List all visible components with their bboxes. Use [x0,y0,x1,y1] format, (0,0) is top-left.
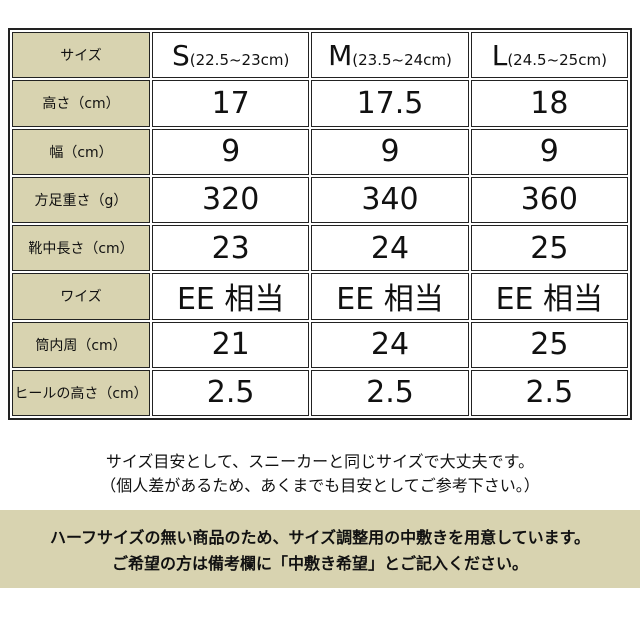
cell: 2.5 [311,369,469,416]
banner-line: ご希望の方は備考欄に「中敷き希望」とご記入ください。 [111,554,528,573]
row-label: ワイズ [12,273,150,320]
cell: EE 相当 [311,273,469,320]
size-table: サイズ S(22.5~23cm) M(23.5~24cm) L(24.5~25cm) 高… [8,28,632,420]
header-label: サイズ [12,32,150,79]
row-label: 幅（cm） [12,128,150,175]
row: ワイズ EE 相当 EE 相当 EE 相当 [12,273,628,320]
banner: ハーフサイズの無い商品のため、サイズ調整用の中敷きを用意しています。 ご希望の方… [0,510,640,588]
row-label: 靴中長さ（cm） [12,225,150,272]
note: （個人差があるため、あくまでも目安としてご参考下さい。） [100,476,540,495]
row: 幅（cm） 9 9 9 [12,128,628,175]
size-range: (23.5~24cm) [352,50,452,69]
size-letter: S [171,38,190,72]
cell: 9 [311,128,469,175]
cell: 360 [470,176,628,223]
cell: 340 [311,176,469,223]
row: ヒールの高さ（cm） 2.5 2.5 2.5 [12,369,628,416]
cell: 2.5 [470,369,628,416]
row-label: 高さ（cm） [12,80,150,127]
size-header: S(22.5~23cm) [152,32,310,79]
cell: 18 [470,80,628,127]
cell: 25 [470,225,628,272]
row: 筒内周（cm） 21 24 25 [12,321,628,368]
size-header: M(23.5~24cm) [311,32,469,79]
cell: EE 相当 [152,273,310,320]
cell: 25 [470,321,628,368]
cell: EE 相当 [470,273,628,320]
cell: 320 [152,176,310,223]
row: 靴中長さ（cm） 23 24 25 [12,225,628,272]
row-label: 筒内周（cm） [12,321,150,368]
cell: 24 [311,321,469,368]
size-letter: L [491,38,508,72]
banner-line: ハーフサイズの無い商品のため、サイズ調整用の中敷きを用意しています。 [49,528,590,547]
row-label: 方足重さ（g） [12,176,150,223]
cell: 24 [311,225,469,272]
header-row: サイズ S(22.5~23cm) M(23.5~24cm) L(24.5~25cm) [12,32,628,79]
size-header: L(24.5~25cm) [470,32,628,79]
note: サイズ目安として、スニーカーと同じサイズで大丈夫です。 [105,452,535,471]
cell: 9 [152,128,310,175]
size-range: (22.5~23cm) [189,50,290,69]
row: 方足重さ（g） 320 340 360 [12,176,628,223]
cell: 17 [152,80,310,127]
size-range: (24.5~25cm) [507,50,607,69]
row: 高さ（cm） 17 17.5 18 [12,80,628,127]
cell: 2.5 [152,369,310,416]
row-label: ヒールの高さ（cm） [12,369,150,416]
cell: 23 [152,225,310,272]
size-letter: M [328,38,353,72]
cell: 9 [470,128,628,175]
cell: 17.5 [311,80,469,127]
cell: 21 [152,321,310,368]
